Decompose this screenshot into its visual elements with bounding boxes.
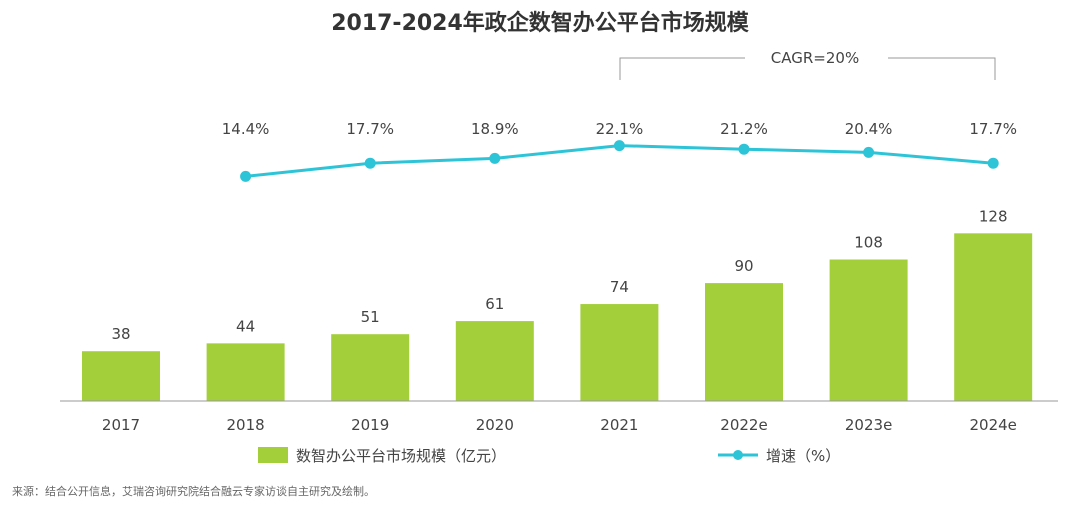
growth-point-2020 [489, 152, 501, 164]
bar-2024e [954, 233, 1033, 401]
growth-label-2022e: 21.2% [720, 120, 768, 138]
bar-2019 [331, 334, 410, 401]
legend: 数智办公平台市场规模（亿元） 增速（%） [258, 447, 840, 465]
growth-label-2021: 22.1% [596, 120, 644, 138]
bar-2021 [580, 304, 659, 401]
cagr-label: CAGR=20% [771, 49, 859, 67]
bar-value-label-2019: 51 [361, 308, 380, 326]
growth-label-2020: 18.9% [471, 120, 519, 138]
bar-value-label-2024e: 128 [979, 207, 1008, 225]
x-tick-label-2023e: 2023e [845, 416, 892, 434]
growth-point-2018 [240, 170, 252, 182]
bar-2017 [82, 351, 160, 401]
chart-title: 2017-2024年政企数智办公平台市场规模 [331, 10, 750, 36]
legend-bar-swatch [258, 447, 288, 463]
legend-bar-label: 数智办公平台市场规模（亿元） [296, 447, 506, 465]
bar-value-label-2020: 61 [485, 295, 504, 313]
bar-value-label-2023e: 108 [854, 234, 883, 252]
growth-point-2022e [738, 143, 750, 155]
cagr-bracket: CAGR=20% [619, 49, 996, 80]
bar-value-label-2018: 44 [236, 317, 255, 335]
bar-value-label-2017: 38 [111, 325, 130, 343]
growth-point-2021 [613, 140, 625, 152]
growth-line-layer: 14.4% 17.7% 18.9% 22.1% 21.2% 20.4% 17.7% [222, 120, 1017, 182]
bar-2018 [206, 343, 285, 401]
growth-point-2024e [987, 157, 999, 169]
cagr-bracket-left [619, 57, 745, 80]
x-tick-label-2024e: 2024e [969, 416, 1016, 434]
growth-point-2023e [863, 146, 875, 158]
growth-label-2019: 17.7% [346, 120, 394, 138]
bar-value-label-2021: 74 [610, 278, 629, 296]
x-tick-label-2020: 2020 [476, 416, 514, 434]
x-tick-label-2019: 2019 [351, 416, 389, 434]
x-tick-label-2022e: 2022e [720, 416, 767, 434]
growth-label-2018: 14.4% [222, 120, 270, 138]
source-note: 来源：结合公开信息，艾瑞咨询研究院结合融云专家访谈自主研究及绘制。 [12, 484, 375, 498]
bar-2023e [829, 259, 908, 401]
bar-value-label-2022e: 90 [734, 257, 753, 275]
growth-label-2023e: 20.4% [845, 120, 893, 138]
x-tick-label-2018: 2018 [227, 416, 265, 434]
cagr-bracket-right [888, 57, 996, 80]
growth-label-2024e: 17.7% [969, 120, 1017, 138]
growth-point-2019 [364, 157, 376, 169]
bars-layer: 38 44 51 61 74 90 108 128 [82, 207, 1033, 401]
legend-line-label: 增速（%） [766, 447, 840, 465]
x-tick-label-2021: 2021 [600, 416, 638, 434]
x-axis: 2017 2018 2019 2020 2021 2022e 2023e 2024e [60, 400, 1058, 434]
x-tick-label-2017: 2017 [102, 416, 140, 434]
legend-line-marker [733, 450, 743, 460]
bar-2020 [455, 321, 534, 401]
bar-2022e [705, 283, 783, 401]
